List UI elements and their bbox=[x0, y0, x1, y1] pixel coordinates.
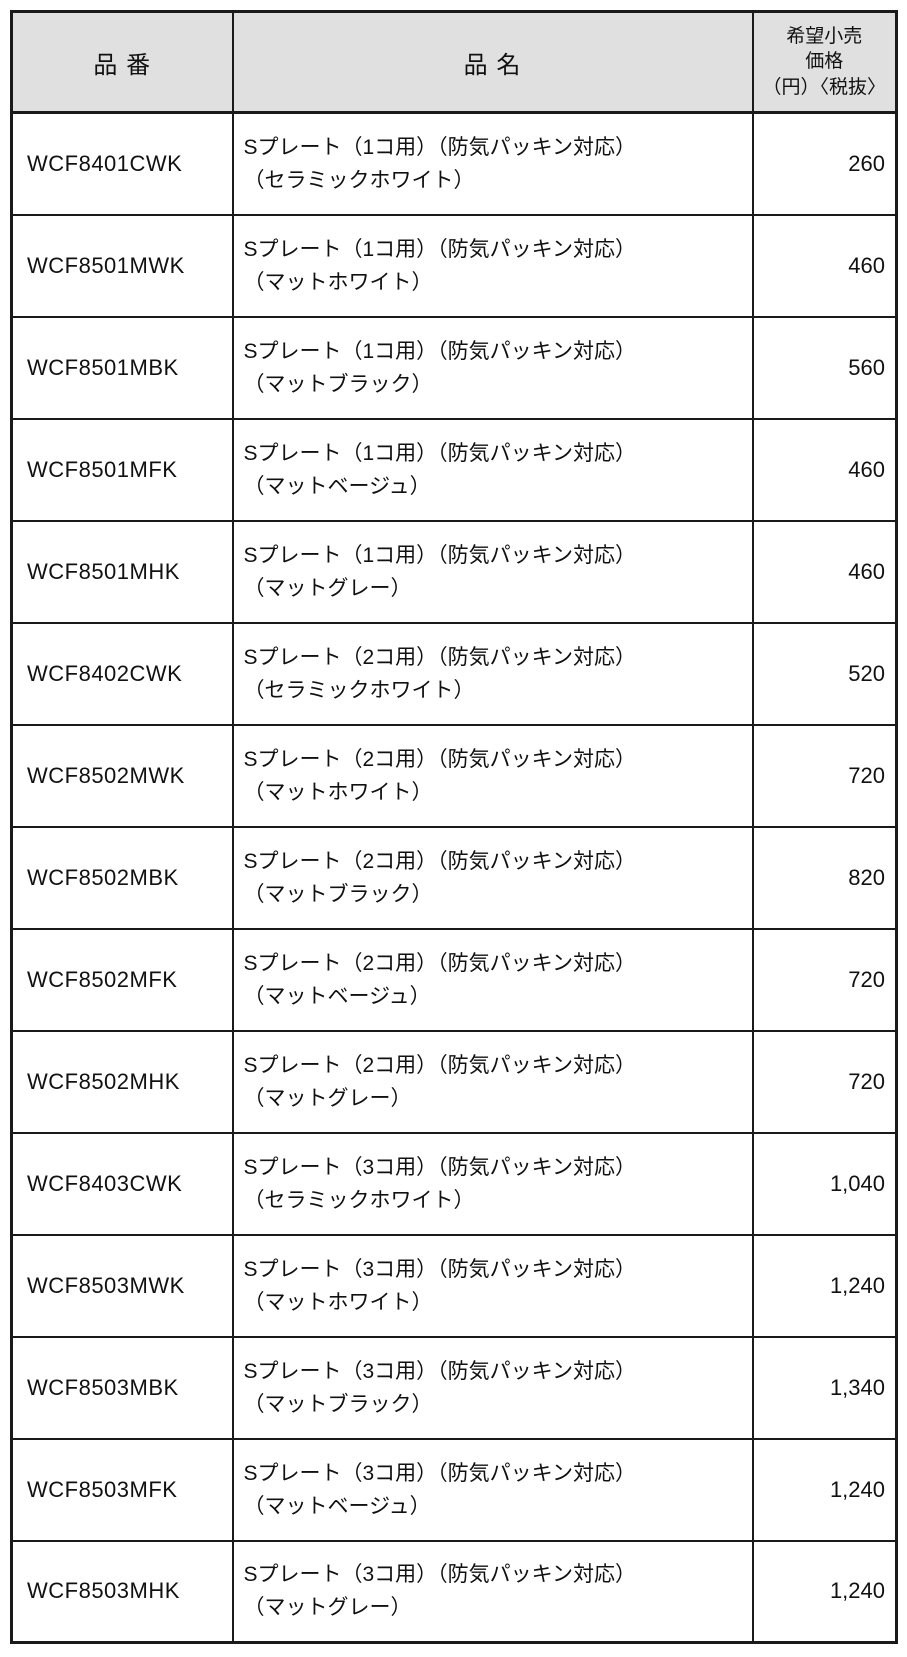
product-code: WCF8502MWK bbox=[10, 723, 234, 828]
product-name-line2: （セラミックホワイト） bbox=[243, 678, 475, 702]
product-price: 1,040 bbox=[751, 1131, 898, 1236]
table-row: WCF8503MHK Sプレート（3コ用）（防気パッキン対応） （マットグレー）… bbox=[10, 1539, 898, 1644]
product-name: Sプレート（3コ用）（防気パッキン対応） （マットホワイト） bbox=[231, 1233, 754, 1338]
product-name: Sプレート（3コ用）（防気パッキン対応） （セラミックホワイト） bbox=[231, 1131, 754, 1236]
product-name-line1: Sプレート（1コ用）（防気パッキン対応） bbox=[243, 543, 637, 567]
product-name-line2: （セラミックホワイト） bbox=[243, 1188, 475, 1212]
product-name: Sプレート（3コ用）（防気パッキン対応） （マットブラック） bbox=[231, 1335, 754, 1440]
table-row: WCF8503MFK Sプレート（3コ用）（防気パッキン対応） （マットベージュ… bbox=[10, 1437, 898, 1542]
product-price: 460 bbox=[751, 213, 898, 318]
product-name-line1: Sプレート（2コ用）（防気パッキン対応） bbox=[243, 849, 637, 873]
product-name-line1: Sプレート（1コ用）（防気パッキン対応） bbox=[243, 135, 637, 159]
product-name-line2: （マットホワイト） bbox=[243, 1290, 433, 1314]
table-row: WCF8501MWK Sプレート（1コ用）（防気パッキン対応） （マットホワイト… bbox=[10, 213, 898, 318]
product-name: Sプレート（1コ用）（防気パッキン対応） （マットホワイト） bbox=[231, 213, 754, 318]
product-name-line1: Sプレート（3コ用）（防気パッキン対応） bbox=[243, 1359, 637, 1383]
product-code: WCF8503MHK bbox=[10, 1539, 234, 1644]
product-name-line1: Sプレート（3コ用）（防気パッキン対応） bbox=[243, 1563, 637, 1587]
product-price: 460 bbox=[751, 519, 898, 624]
header-price-line2: 価格 bbox=[805, 51, 844, 73]
product-code: WCF8502MBK bbox=[10, 825, 234, 930]
table-row: WCF8501MBK Sプレート（1コ用）（防気パッキン対応） （マットブラック… bbox=[10, 315, 898, 420]
table-row: WCF8401CWK Sプレート（1コ用）（防気パッキン対応） （セラミックホワ… bbox=[10, 111, 898, 216]
table-row: WCF8502MWK Sプレート（2コ用）（防気パッキン対応） （マットホワイト… bbox=[10, 723, 898, 828]
product-name: Sプレート（3コ用）（防気パッキン対応） （マットグレー） bbox=[231, 1539, 754, 1644]
product-name-line2: （マットベージュ） bbox=[243, 1494, 431, 1518]
product-name: Sプレート（1コ用）（防気パッキン対応） （マットブラック） bbox=[231, 315, 754, 420]
table-row: WCF8503MWK Sプレート（3コ用）（防気パッキン対応） （マットホワイト… bbox=[10, 1233, 898, 1338]
product-code: WCF8503MWK bbox=[10, 1233, 234, 1338]
product-name-line2: （マットブラック） bbox=[243, 1392, 433, 1416]
product-name: Sプレート（2コ用）（防気パッキン対応） （マットホワイト） bbox=[231, 723, 754, 828]
product-name-line1: Sプレート（1コ用）（防気パッキン対応） bbox=[243, 441, 637, 465]
product-name: Sプレート（2コ用）（防気パッキン対応） （セラミックホワイト） bbox=[231, 621, 754, 726]
product-code: WCF8501MBK bbox=[10, 315, 234, 420]
product-name-line1: Sプレート（2コ用）（防気パッキン対応） bbox=[243, 645, 637, 669]
product-name-line1: Sプレート（2コ用）（防気パッキン対応） bbox=[243, 747, 637, 771]
product-price: 1,340 bbox=[751, 1335, 898, 1440]
product-name-line1: Sプレート（2コ用）（防気パッキン対応） bbox=[243, 1053, 637, 1077]
product-code: WCF8403CWK bbox=[10, 1131, 234, 1236]
product-code: WCF8502MHK bbox=[10, 1029, 234, 1134]
product-name: Sプレート（2コ用）（防気パッキン対応） （マットベージュ） bbox=[231, 927, 754, 1032]
product-price: 260 bbox=[751, 111, 898, 216]
product-code: WCF8502MFK bbox=[10, 927, 234, 1032]
product-price: 720 bbox=[751, 723, 898, 828]
header-price-line3: （円）〈税抜〉 bbox=[762, 76, 886, 98]
product-price: 720 bbox=[751, 1029, 898, 1134]
table-row: WCF8501MHK Sプレート（1コ用）（防気パッキン対応） （マットグレー）… bbox=[10, 519, 898, 624]
product-name-line2: （マットホワイト） bbox=[243, 270, 433, 294]
product-name-line1: Sプレート（3コ用）（防気パッキン対応） bbox=[243, 1155, 637, 1179]
product-name: Sプレート（1コ用）（防気パッキン対応） （マットベージュ） bbox=[231, 417, 754, 522]
header-product-name: 品 名 bbox=[231, 10, 754, 114]
product-name-line2: （マットホワイト） bbox=[243, 780, 433, 804]
product-price: 1,240 bbox=[751, 1539, 898, 1644]
product-name: Sプレート（1コ用）（防気パッキン対応） （マットグレー） bbox=[231, 519, 754, 624]
product-price: 1,240 bbox=[751, 1437, 898, 1542]
product-name-line1: Sプレート（3コ用）（防気パッキン対応） bbox=[243, 1257, 637, 1281]
product-code: WCF8503MFK bbox=[10, 1437, 234, 1542]
table-row: WCF8402CWK Sプレート（2コ用）（防気パッキン対応） （セラミックホワ… bbox=[10, 621, 898, 726]
product-name-line2: （セラミックホワイト） bbox=[243, 168, 475, 192]
header-price-line1: 希望小売 bbox=[786, 25, 863, 47]
product-price: 560 bbox=[751, 315, 898, 420]
product-name-line1: Sプレート（1コ用）（防気パッキン対応） bbox=[243, 237, 637, 261]
product-code: WCF8501MFK bbox=[10, 417, 234, 522]
table-row: WCF8403CWK Sプレート（3コ用）（防気パッキン対応） （セラミックホワ… bbox=[10, 1131, 898, 1236]
product-code: WCF8401CWK bbox=[10, 111, 234, 216]
product-name-line1: Sプレート（2コ用）（防気パッキン対応） bbox=[243, 951, 637, 975]
product-name-line1: Sプレート（1コ用）（防気パッキン対応） bbox=[243, 339, 637, 363]
header-product-code: 品 番 bbox=[10, 10, 234, 114]
table-row: WCF8501MFK Sプレート（1コ用）（防気パッキン対応） （マットベージュ… bbox=[10, 417, 898, 522]
product-price: 820 bbox=[751, 825, 898, 930]
product-price: 720 bbox=[751, 927, 898, 1032]
header-retail-price: 希望小売 価格 （円）〈税抜〉 bbox=[751, 10, 898, 114]
product-price: 520 bbox=[751, 621, 898, 726]
product-name-line2: （マットグレー） bbox=[243, 1596, 412, 1620]
product-code: WCF8503MBK bbox=[10, 1335, 234, 1440]
product-name-line2: （マットグレー） bbox=[243, 1086, 412, 1110]
product-code: WCF8402CWK bbox=[10, 621, 234, 726]
header-row: 品 番 品 名 希望小売 価格 （円）〈税抜〉 bbox=[10, 10, 898, 114]
product-name: Sプレート（2コ用）（防気パッキン対応） （マットブラック） bbox=[231, 825, 754, 930]
price-table: 品 番 品 名 希望小売 価格 （円）〈税抜〉 WCF8401CWK Sプレート… bbox=[10, 10, 898, 1644]
table-row: WCF8502MBK Sプレート（2コ用）（防気パッキン対応） （マットブラック… bbox=[10, 825, 898, 930]
product-name-line2: （マットグレー） bbox=[243, 576, 412, 600]
product-name-line2: （マットブラック） bbox=[243, 882, 433, 906]
product-name: Sプレート（2コ用）（防気パッキン対応） （マットグレー） bbox=[231, 1029, 754, 1134]
table-row: WCF8502MHK Sプレート（2コ用）（防気パッキン対応） （マットグレー）… bbox=[10, 1029, 898, 1134]
product-name-line2: （マットブラック） bbox=[243, 372, 433, 396]
product-code: WCF8501MHK bbox=[10, 519, 234, 624]
product-price: 1,240 bbox=[751, 1233, 898, 1338]
table-row: WCF8502MFK Sプレート（2コ用）（防気パッキン対応） （マットベージュ… bbox=[10, 927, 898, 1032]
product-name-line2: （マットベージュ） bbox=[243, 984, 431, 1008]
product-price: 460 bbox=[751, 417, 898, 522]
product-code: WCF8501MWK bbox=[10, 213, 234, 318]
product-name-line2: （マットベージュ） bbox=[243, 474, 431, 498]
product-name: Sプレート（3コ用）（防気パッキン対応） （マットベージュ） bbox=[231, 1437, 754, 1542]
table-row: WCF8503MBK Sプレート（3コ用）（防気パッキン対応） （マットブラック… bbox=[10, 1335, 898, 1440]
product-name: Sプレート（1コ用）（防気パッキン対応） （セラミックホワイト） bbox=[231, 111, 754, 216]
product-name-line1: Sプレート（3コ用）（防気パッキン対応） bbox=[243, 1461, 637, 1485]
